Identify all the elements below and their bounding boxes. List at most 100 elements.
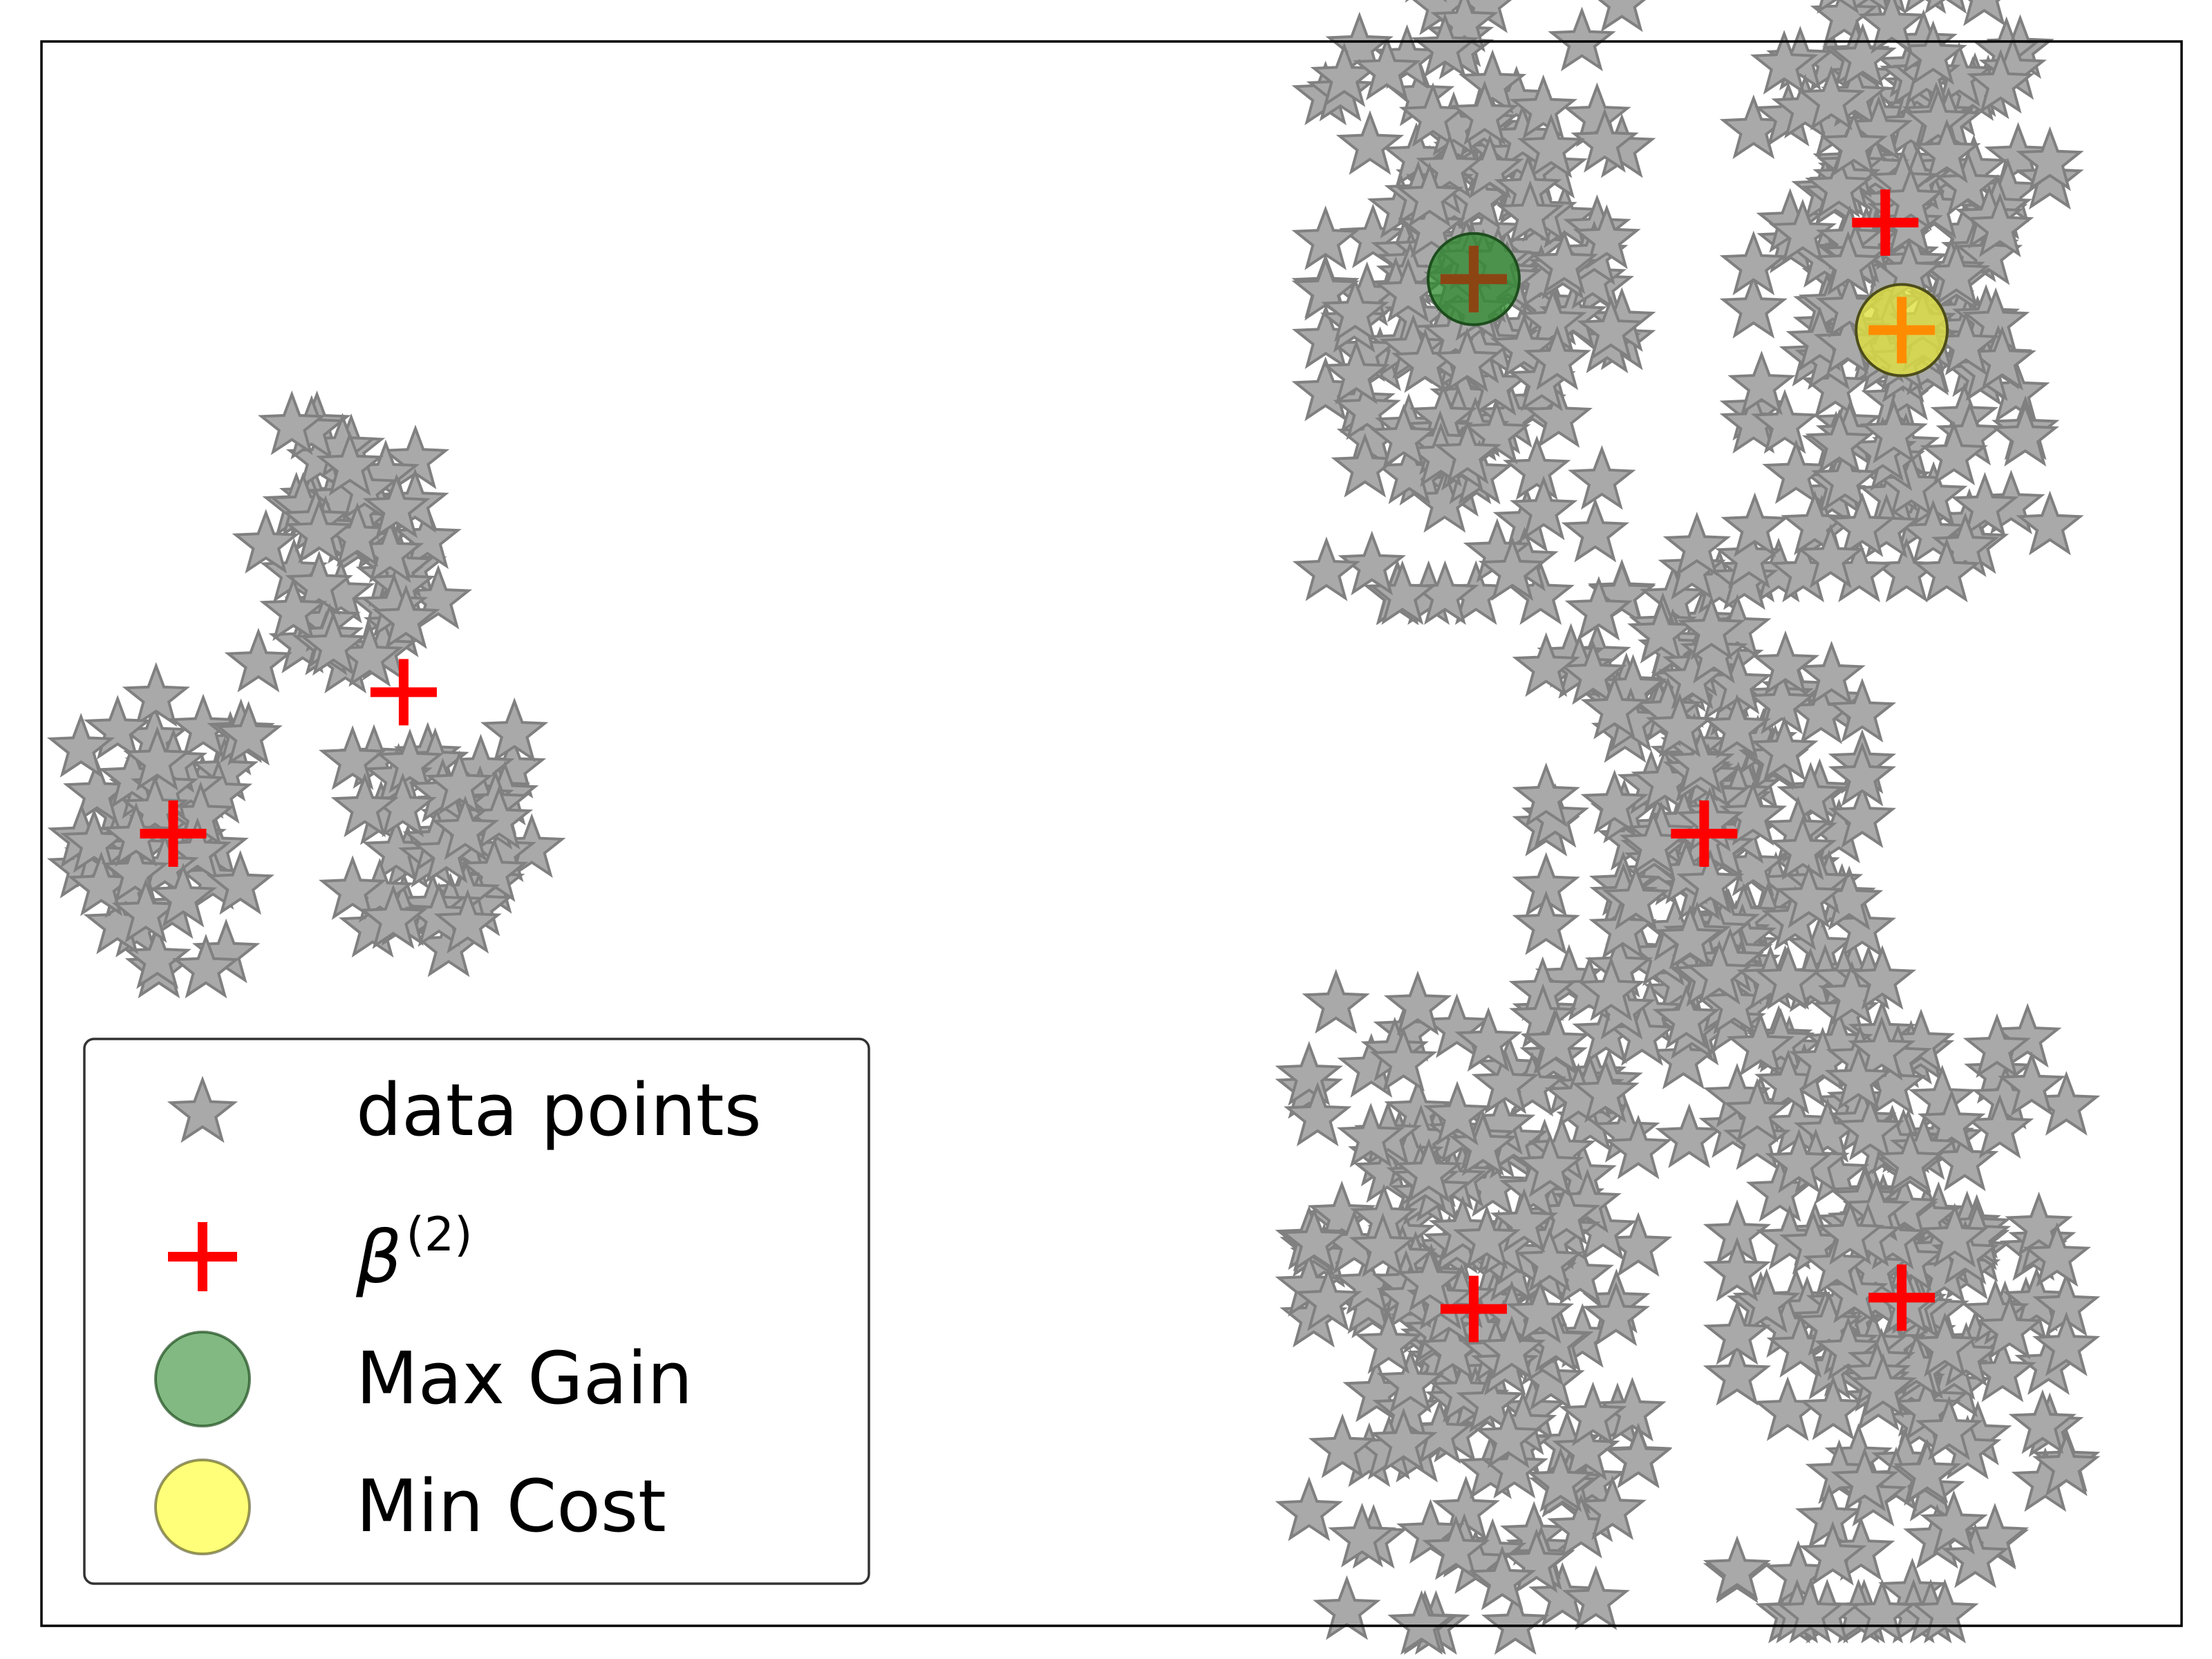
data-point-star <box>1848 1015 1916 1081</box>
data-point-star <box>1559 640 1627 705</box>
data-point-star <box>224 628 293 693</box>
data-point-star <box>1723 1105 1792 1170</box>
legend: data points β(2) Max Gain Min Cost <box>83 1038 870 1585</box>
data-point-star <box>1677 595 1746 660</box>
legend-label-max-gain: Max Gain <box>356 1336 693 1421</box>
markers-layer <box>140 189 1949 1342</box>
data-point-star <box>1828 741 1897 807</box>
data-point-star <box>1523 325 1591 391</box>
data-point-star <box>1857 0 1926 54</box>
data-point-star <box>1462 400 1531 465</box>
data-point-star <box>1564 576 1633 641</box>
data-point-star <box>1703 1340 1772 1406</box>
data-point-star <box>1703 1300 1772 1365</box>
data-point-star <box>1934 150 2003 216</box>
data-point-star <box>1797 640 1866 706</box>
data-point-star <box>1718 780 1788 846</box>
data-point-star <box>1645 693 1714 758</box>
data-point-star <box>1452 1204 1521 1270</box>
data-point-star <box>1354 1309 1423 1374</box>
data-point-star <box>1662 512 1732 577</box>
data-point-star <box>1387 1590 1456 1655</box>
data-point-star <box>1828 677 1897 743</box>
data-point-star <box>1676 849 1745 914</box>
data-point-star <box>1824 1045 1893 1111</box>
data-point-star <box>1604 1423 1673 1489</box>
legend-label-data-points: data points <box>356 1068 762 1152</box>
data-point-star <box>2032 1311 2101 1376</box>
data-point-star <box>1474 1403 1543 1469</box>
data-point-star <box>1848 945 1917 1010</box>
data-point-star <box>1396 1246 1464 1312</box>
data-point-star <box>2016 126 2084 191</box>
data-point-star <box>1911 1578 1979 1644</box>
data-point-star <box>149 863 218 928</box>
data-point-star <box>2016 490 2084 556</box>
data-point-star <box>1667 729 1735 794</box>
data-point-star <box>1685 939 1754 1005</box>
data-point-star <box>46 713 115 778</box>
data-point-star <box>1777 761 1845 827</box>
data-point-star <box>433 888 502 954</box>
data-point-star <box>1750 30 1819 95</box>
data-point-star <box>1512 632 1580 697</box>
data-point-star <box>1962 1013 2032 1078</box>
legend-star-shape <box>167 1076 238 1143</box>
legend-star-icon <box>167 1076 238 1143</box>
data-point-star <box>1338 530 1406 596</box>
min-cost-cross <box>1868 297 1936 364</box>
data-point-star <box>1719 274 1788 339</box>
data-point-star <box>214 700 283 766</box>
data-point-star <box>1383 971 1452 1035</box>
data-point-star <box>1719 230 1788 296</box>
legend-plus-icon <box>168 1222 237 1291</box>
data-point-star <box>1805 409 1874 474</box>
data-point-star <box>1580 674 1649 740</box>
data-point-star <box>285 498 353 564</box>
max-gain-cross <box>1440 245 1507 312</box>
data-point-star <box>359 884 428 949</box>
centroid-plus-marker <box>1671 800 1738 867</box>
data-point-star <box>1353 35 1421 101</box>
data-point-star <box>1904 86 1973 151</box>
data-point-star <box>1509 74 1577 140</box>
data-point-star <box>1776 1578 1844 1644</box>
data-point-star <box>1774 863 1844 928</box>
data-point-star <box>1376 1348 1445 1414</box>
data-point-star <box>1911 1312 1979 1377</box>
data-point-star <box>1816 1200 1884 1265</box>
data-point-star <box>1848 0 1891 15</box>
data-point-star <box>1449 1111 1517 1177</box>
data-point-star <box>123 726 191 791</box>
data-point-star <box>1768 198 1837 264</box>
data-point-star <box>1369 1407 1438 1472</box>
data-point-star <box>1275 1476 1343 1541</box>
data-point-star <box>1810 445 1880 511</box>
data-point-star <box>318 725 387 790</box>
data-point-star <box>1559 1381 1627 1447</box>
data-point-star <box>1732 1268 1801 1333</box>
data-point-star <box>1433 327 1501 393</box>
data-point-star <box>171 933 241 999</box>
data-point-star <box>1727 350 1796 415</box>
data-point-star <box>1496 180 1564 245</box>
plot-frame <box>40 40 2183 1627</box>
data-point-star <box>2023 1222 2092 1287</box>
data-point-star <box>1580 769 1649 834</box>
data-point-star <box>1768 815 1837 881</box>
data-point-star <box>1876 1127 1944 1193</box>
data-point-star <box>1750 388 1819 454</box>
data-point-star <box>1328 1502 1396 1568</box>
data-point-star <box>1302 968 1370 1034</box>
data-point-star <box>1828 23 1897 88</box>
data-point-star <box>1721 492 1789 557</box>
data-point-star <box>1805 153 1873 218</box>
data-point-star <box>1577 956 1645 1022</box>
legend-max-gain-icon <box>154 1331 251 1427</box>
data-point-star <box>1517 113 1586 178</box>
centroid-plus-marker <box>1868 1264 1936 1331</box>
data-point-star <box>1333 375 1401 440</box>
data-point-star <box>101 838 169 903</box>
data-point-star <box>2016 144 2084 210</box>
data-point-star <box>285 550 353 616</box>
